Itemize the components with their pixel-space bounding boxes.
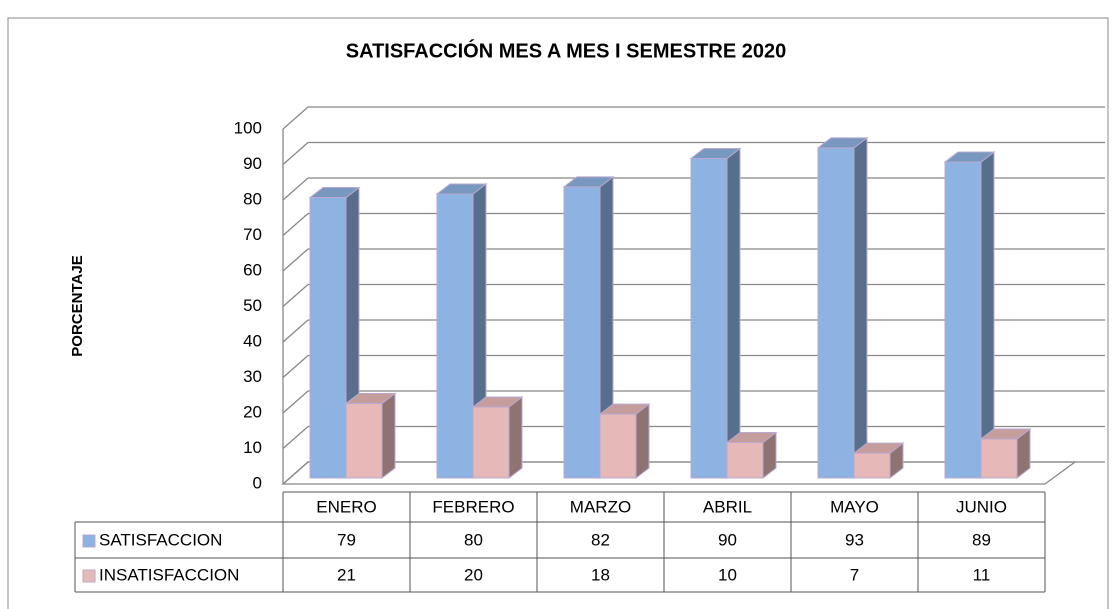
table-value: 7 bbox=[850, 565, 859, 584]
bar bbox=[816, 136, 869, 480]
table-value: 80 bbox=[464, 530, 483, 549]
grid-line bbox=[282, 461, 309, 485]
bar-front bbox=[853, 452, 891, 479]
bar-side bbox=[381, 392, 396, 480]
table-value: 20 bbox=[464, 565, 483, 584]
bar bbox=[471, 395, 524, 480]
bar bbox=[689, 147, 742, 480]
table-value: 93 bbox=[845, 530, 864, 549]
grid-line bbox=[282, 106, 309, 130]
legend-label: INSATISFACCION bbox=[99, 565, 239, 584]
legend-label: SATISFACCION bbox=[99, 530, 222, 549]
bar-side bbox=[980, 151, 995, 480]
bar-side bbox=[726, 147, 741, 480]
bar-side bbox=[635, 403, 650, 480]
bar-front bbox=[309, 197, 347, 479]
legend-swatch bbox=[82, 534, 96, 548]
y-tick-label: 90 bbox=[243, 154, 262, 173]
table-value: 89 bbox=[972, 530, 991, 549]
bar-front bbox=[345, 402, 383, 479]
x-tick-label: JUNIO bbox=[956, 497, 1007, 516]
grid-line bbox=[282, 177, 309, 201]
bar bbox=[725, 431, 778, 480]
bar-front bbox=[726, 442, 764, 479]
bar-front bbox=[817, 147, 855, 479]
bar-front bbox=[944, 161, 982, 479]
x-tick-label: MARZO bbox=[570, 497, 631, 516]
grid-line bbox=[282, 142, 309, 165]
table-value: 90 bbox=[718, 530, 737, 549]
table-value: 10 bbox=[718, 565, 737, 584]
chart-frame bbox=[7, 17, 1109, 609]
table-value: 82 bbox=[591, 530, 610, 549]
y-tick-label: 10 bbox=[243, 438, 262, 457]
bar-front bbox=[980, 438, 1018, 479]
bar-side bbox=[508, 395, 523, 480]
bar bbox=[852, 442, 905, 480]
grid-line bbox=[282, 248, 309, 272]
bar bbox=[979, 427, 1032, 480]
grid-line bbox=[282, 213, 309, 236]
chart-title: SATISFACCIÓN MES A MES I SEMESTRE 2020 bbox=[346, 38, 786, 62]
bar-front bbox=[436, 193, 474, 479]
grid-line bbox=[282, 319, 309, 343]
bar-front bbox=[690, 158, 728, 479]
x-tick-label: MAYO bbox=[830, 497, 879, 516]
bar-front bbox=[599, 413, 637, 479]
bar bbox=[598, 403, 651, 480]
table-value: 21 bbox=[337, 565, 356, 584]
y-tick-label: 30 bbox=[243, 367, 262, 386]
y-tick-label: 50 bbox=[243, 296, 262, 315]
table-value: 11 bbox=[973, 565, 991, 584]
bar bbox=[344, 392, 397, 480]
y-axis-label: PORCENTAJE bbox=[69, 255, 86, 356]
bar-front bbox=[472, 406, 510, 479]
grid-line bbox=[282, 426, 309, 449]
y-tick-label: 70 bbox=[243, 225, 262, 244]
bar bbox=[562, 175, 615, 480]
y-tick-label: 80 bbox=[243, 189, 262, 208]
table-value: 18 bbox=[591, 565, 610, 584]
grid-line bbox=[282, 284, 309, 307]
bar-front bbox=[563, 186, 601, 479]
x-tick-label: FEBRERO bbox=[432, 497, 514, 516]
y-tick-label: 100 bbox=[234, 118, 262, 137]
y-tick-label: 20 bbox=[243, 402, 262, 421]
y-tick-label: 40 bbox=[243, 331, 262, 350]
y-tick-label: 0 bbox=[253, 473, 262, 492]
grid-line bbox=[282, 390, 309, 414]
x-tick-label: ENERO bbox=[316, 497, 376, 516]
bar bbox=[943, 151, 996, 480]
grid-line bbox=[282, 355, 309, 378]
legend-swatch bbox=[82, 569, 96, 583]
table-value: 79 bbox=[337, 530, 356, 549]
bar-side bbox=[853, 136, 868, 480]
x-tick-label: ABRIL bbox=[703, 497, 752, 516]
y-tick-label: 60 bbox=[243, 260, 262, 279]
